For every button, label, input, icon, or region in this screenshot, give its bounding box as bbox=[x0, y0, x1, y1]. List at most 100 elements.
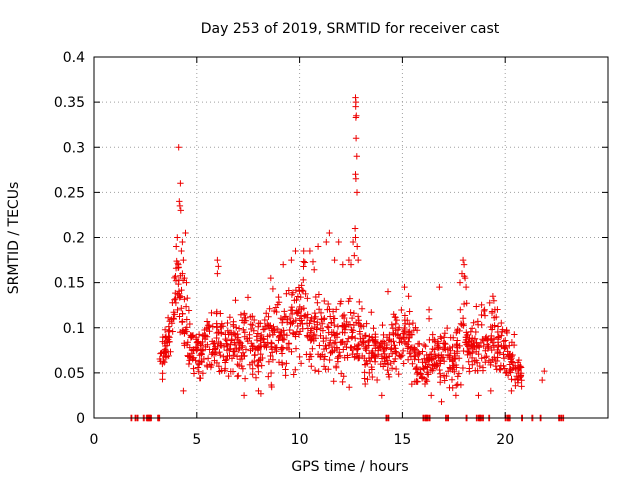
data-point bbox=[351, 252, 358, 259]
data-point bbox=[390, 311, 397, 318]
data-point bbox=[431, 350, 439, 358]
data-point bbox=[268, 339, 275, 346]
data-point bbox=[498, 319, 505, 327]
data-point bbox=[242, 346, 250, 353]
data-point bbox=[348, 344, 355, 351]
data-point bbox=[345, 321, 352, 329]
data-point bbox=[339, 261, 346, 268]
data-point bbox=[358, 305, 366, 312]
data-point bbox=[380, 346, 387, 353]
data-point bbox=[159, 376, 166, 383]
y-tick-label: 0.3 bbox=[63, 140, 85, 156]
data-point bbox=[435, 343, 442, 351]
data-point bbox=[223, 356, 230, 363]
data-point bbox=[420, 341, 428, 349]
data-point bbox=[414, 378, 421, 385]
data-point bbox=[230, 321, 237, 328]
data-point bbox=[166, 327, 173, 334]
data-point bbox=[311, 266, 318, 273]
data-point bbox=[288, 348, 295, 355]
data-point bbox=[395, 370, 402, 378]
data-point bbox=[233, 324, 240, 331]
data-point bbox=[159, 370, 166, 377]
data-point bbox=[213, 308, 220, 316]
data-point bbox=[286, 314, 294, 322]
data-point bbox=[237, 311, 245, 318]
data-point bbox=[178, 247, 185, 255]
data-point bbox=[354, 243, 361, 250]
data-point bbox=[178, 286, 185, 294]
data-point bbox=[414, 340, 422, 348]
data-point bbox=[329, 308, 337, 315]
data-point bbox=[258, 331, 265, 339]
data-point bbox=[354, 342, 362, 349]
data-point bbox=[222, 365, 229, 372]
data-point bbox=[267, 322, 274, 329]
data-point bbox=[287, 319, 294, 326]
data-point bbox=[174, 234, 181, 241]
data-point bbox=[514, 359, 522, 366]
data-point bbox=[198, 357, 205, 365]
data-point bbox=[424, 371, 431, 378]
data-point bbox=[333, 334, 341, 341]
data-point bbox=[506, 367, 513, 375]
data-point bbox=[507, 351, 514, 358]
data-point bbox=[165, 352, 172, 360]
data-point bbox=[238, 344, 245, 351]
data-point bbox=[440, 334, 448, 341]
data-point bbox=[352, 135, 360, 142]
y-tick-label: 0.35 bbox=[54, 95, 85, 111]
data-point bbox=[183, 316, 190, 323]
data-point bbox=[311, 331, 318, 338]
data-point bbox=[322, 366, 329, 373]
data-point bbox=[475, 392, 482, 399]
data-point bbox=[248, 325, 255, 333]
data-point bbox=[459, 256, 467, 264]
data-point bbox=[235, 325, 243, 332]
data-point bbox=[288, 310, 296, 318]
data-point bbox=[181, 342, 188, 349]
data-point bbox=[183, 279, 190, 286]
data-point bbox=[241, 375, 249, 382]
data-point bbox=[324, 306, 331, 313]
data-point bbox=[288, 291, 296, 298]
data-point bbox=[294, 310, 301, 317]
data-point bbox=[355, 256, 362, 264]
data-point bbox=[266, 305, 273, 312]
data-point bbox=[422, 376, 430, 383]
data-point bbox=[288, 303, 295, 311]
data-point bbox=[166, 338, 173, 346]
data-point bbox=[269, 356, 277, 363]
data-point bbox=[388, 321, 395, 328]
data-point bbox=[330, 340, 338, 347]
data-point bbox=[182, 229, 189, 237]
data-point bbox=[457, 381, 465, 389]
data-point bbox=[431, 346, 438, 353]
data-point bbox=[233, 353, 241, 360]
data-point bbox=[362, 343, 369, 350]
data-point bbox=[356, 298, 363, 306]
data-point bbox=[255, 368, 262, 375]
data-point bbox=[405, 329, 412, 336]
data-point bbox=[476, 362, 483, 370]
data-point bbox=[326, 229, 333, 237]
data-point bbox=[497, 366, 504, 374]
data-point bbox=[173, 243, 180, 250]
data-point bbox=[469, 334, 476, 342]
data-point bbox=[338, 370, 345, 377]
data-point bbox=[255, 320, 262, 327]
data-point bbox=[272, 304, 280, 311]
data-point bbox=[327, 337, 334, 344]
data-point bbox=[331, 321, 338, 329]
data-point bbox=[314, 243, 322, 250]
data-point bbox=[159, 338, 166, 345]
data-point bbox=[484, 337, 491, 344]
data-point bbox=[317, 325, 324, 332]
data-point bbox=[484, 345, 492, 352]
data-point bbox=[359, 352, 366, 360]
data-point bbox=[452, 392, 460, 399]
data-point bbox=[185, 353, 192, 360]
data-point bbox=[292, 317, 299, 324]
data-point bbox=[496, 365, 503, 373]
data-point bbox=[431, 336, 438, 344]
